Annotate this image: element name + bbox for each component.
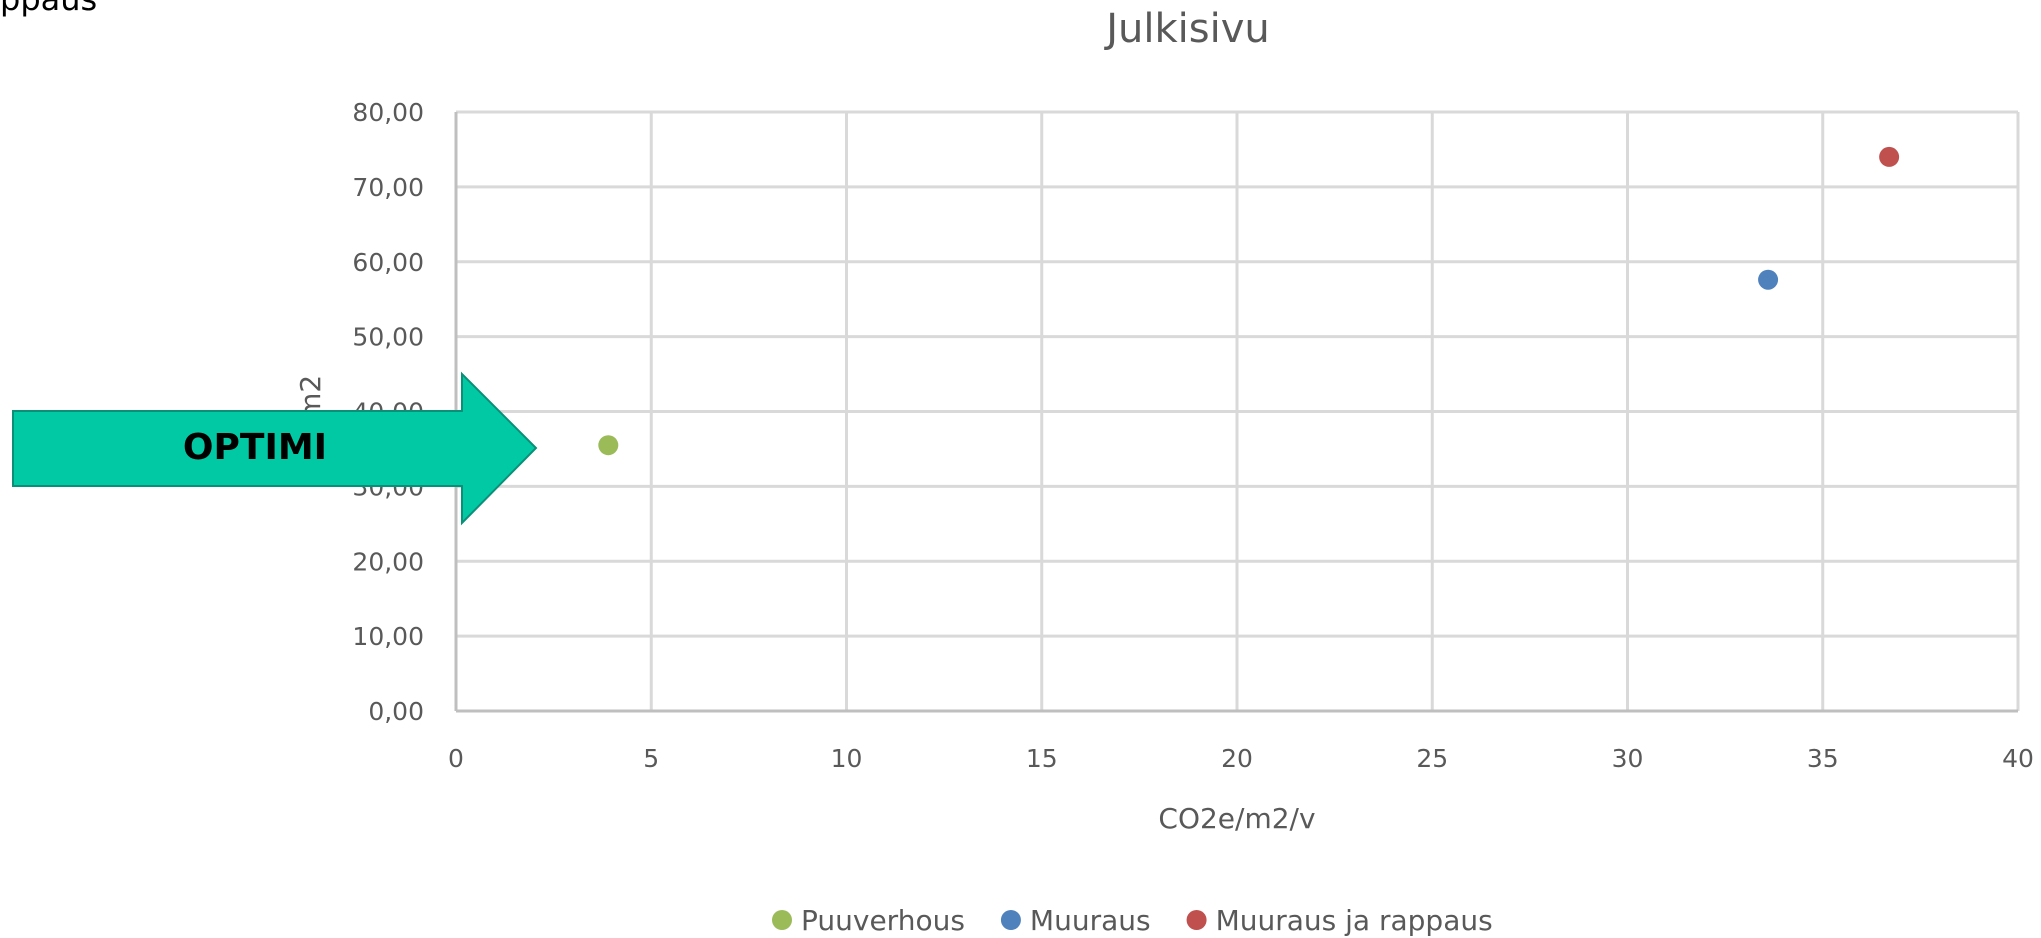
x-tick-label: 5: [643, 744, 659, 773]
annotation: OPTIMI: [183, 427, 327, 468]
legend-label: Muuraus: [1030, 904, 1151, 937]
arrow: [12, 371, 538, 526]
x-tick-label: 0: [448, 744, 464, 773]
x-tick-label: 10: [831, 744, 863, 773]
y-tick-label: 60,00: [352, 248, 424, 277]
legend-label: Muuraus ja rappaus: [1216, 904, 1493, 937]
x-axis-label: CO2e/m2/v: [1158, 802, 1315, 835]
x-tick-label: 25: [1416, 744, 1448, 773]
y-tick-label: 20,00: [352, 547, 424, 576]
chart-title: Julkisivu: [1103, 6, 1270, 52]
x-tick-label: 20: [1221, 744, 1253, 773]
legend: Puuverhous Muuraus Muuraus ja rappaus: [772, 904, 1493, 937]
marks: [598, 146, 1900, 456]
y-tick-label: 0,00: [368, 697, 424, 726]
legend-marker: [772, 910, 792, 930]
x-tick-label: 30: [1612, 744, 1644, 773]
x-tick-label: 15: [1026, 744, 1058, 773]
point: [598, 435, 619, 456]
x-tick-label: 40: [2002, 744, 2034, 773]
legend-marker: [1186, 910, 1207, 930]
legend-label: Puuverhous: [801, 904, 965, 937]
y-tick-label: 70,00: [352, 173, 424, 202]
y-tick-label: 80,00: [352, 98, 424, 127]
y-tick-label: 50,00: [352, 323, 424, 352]
y-tick-label: 10,00: [352, 622, 424, 651]
point: [1879, 146, 1900, 167]
x-tick-label: 35: [1807, 744, 1839, 773]
legend-marker: [1000, 910, 1021, 930]
grid: 0,0010,0020,0030,0040,0050,0060,0070,008…: [352, 98, 2033, 773]
point: [1758, 269, 1779, 290]
annotation: ppaus: [0, 0, 97, 18]
